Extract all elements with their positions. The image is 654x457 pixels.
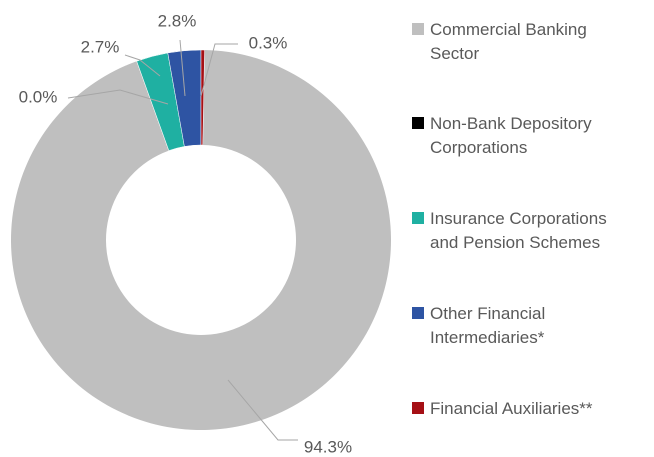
leader-line — [179, 39, 186, 97]
leader-line — [200, 43, 238, 97]
data-label: 0.0% — [19, 87, 58, 106]
legend-swatch — [412, 307, 424, 319]
legend-swatch — [412, 117, 424, 129]
legend-item: Commercial Banking Sector — [412, 18, 654, 78]
data-label: 94.3% — [304, 437, 352, 456]
legend-label: Insurance Corporations and Pension Schem… — [430, 209, 607, 252]
data-label: 2.8% — [158, 11, 197, 30]
leader-line — [124, 54, 161, 77]
legend-swatch — [412, 212, 424, 224]
data-label: 0.3% — [249, 33, 288, 52]
legend-item: Non-Bank Depository Corporations — [412, 112, 654, 172]
legend-item: Other Financial Intermediaries* — [412, 302, 654, 362]
legend-label: Other Financial Intermediaries* — [430, 304, 546, 347]
donut-slice — [200, 49, 205, 146]
leader-line — [227, 379, 298, 441]
legend-label: Non-Bank Depository Corporations — [430, 114, 592, 157]
legend-label: Financial Auxiliaries** — [430, 399, 593, 418]
legend-swatch — [412, 402, 424, 414]
leader-line — [67, 89, 169, 105]
legend-item: Financial Auxiliaries** — [412, 397, 654, 457]
legend-item: Insurance Corporations and Pension Schem… — [412, 207, 654, 267]
legend-label: Commercial Banking Sector — [430, 20, 587, 63]
legend-swatch — [412, 23, 424, 35]
donut-slice — [10, 50, 391, 430]
data-label: 2.7% — [81, 37, 120, 56]
